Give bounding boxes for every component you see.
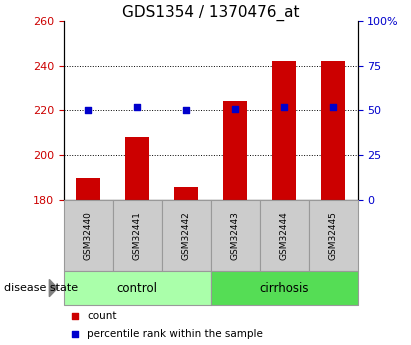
Bar (309, 200, 358, 271)
Point (134, 104, 141, 110)
Bar (76, 178, 100, 200)
Text: percentile rank within the sample: percentile rank within the sample (87, 329, 263, 339)
Polygon shape (49, 279, 58, 297)
Bar (64, 271, 210, 305)
Text: GSM32443: GSM32443 (231, 211, 240, 260)
Bar (272, 61, 296, 200)
Bar (174, 187, 199, 200)
Text: GSM32440: GSM32440 (84, 211, 93, 260)
Point (232, 106, 238, 111)
Text: count: count (87, 312, 117, 322)
Text: GSM32442: GSM32442 (182, 211, 191, 260)
Text: disease state: disease state (4, 283, 78, 293)
Text: GSM32441: GSM32441 (133, 211, 142, 260)
Point (85, 108, 92, 113)
Bar (113, 200, 162, 271)
Point (72, 314, 79, 319)
Title: GDS1354 / 1370476_at: GDS1354 / 1370476_at (122, 4, 299, 21)
Point (330, 104, 336, 110)
Bar (223, 101, 247, 200)
Text: GSM32444: GSM32444 (279, 211, 289, 260)
Text: GSM32445: GSM32445 (328, 211, 337, 260)
Bar (260, 200, 309, 271)
Bar (64, 200, 113, 271)
Text: control: control (117, 282, 158, 295)
Point (72, 331, 79, 337)
Bar (211, 200, 260, 271)
Text: cirrhosis: cirrhosis (259, 282, 309, 295)
Point (183, 108, 189, 113)
Point (281, 104, 287, 110)
Bar (211, 271, 358, 305)
Bar (162, 200, 211, 271)
Bar (125, 137, 150, 200)
Bar (321, 61, 345, 200)
